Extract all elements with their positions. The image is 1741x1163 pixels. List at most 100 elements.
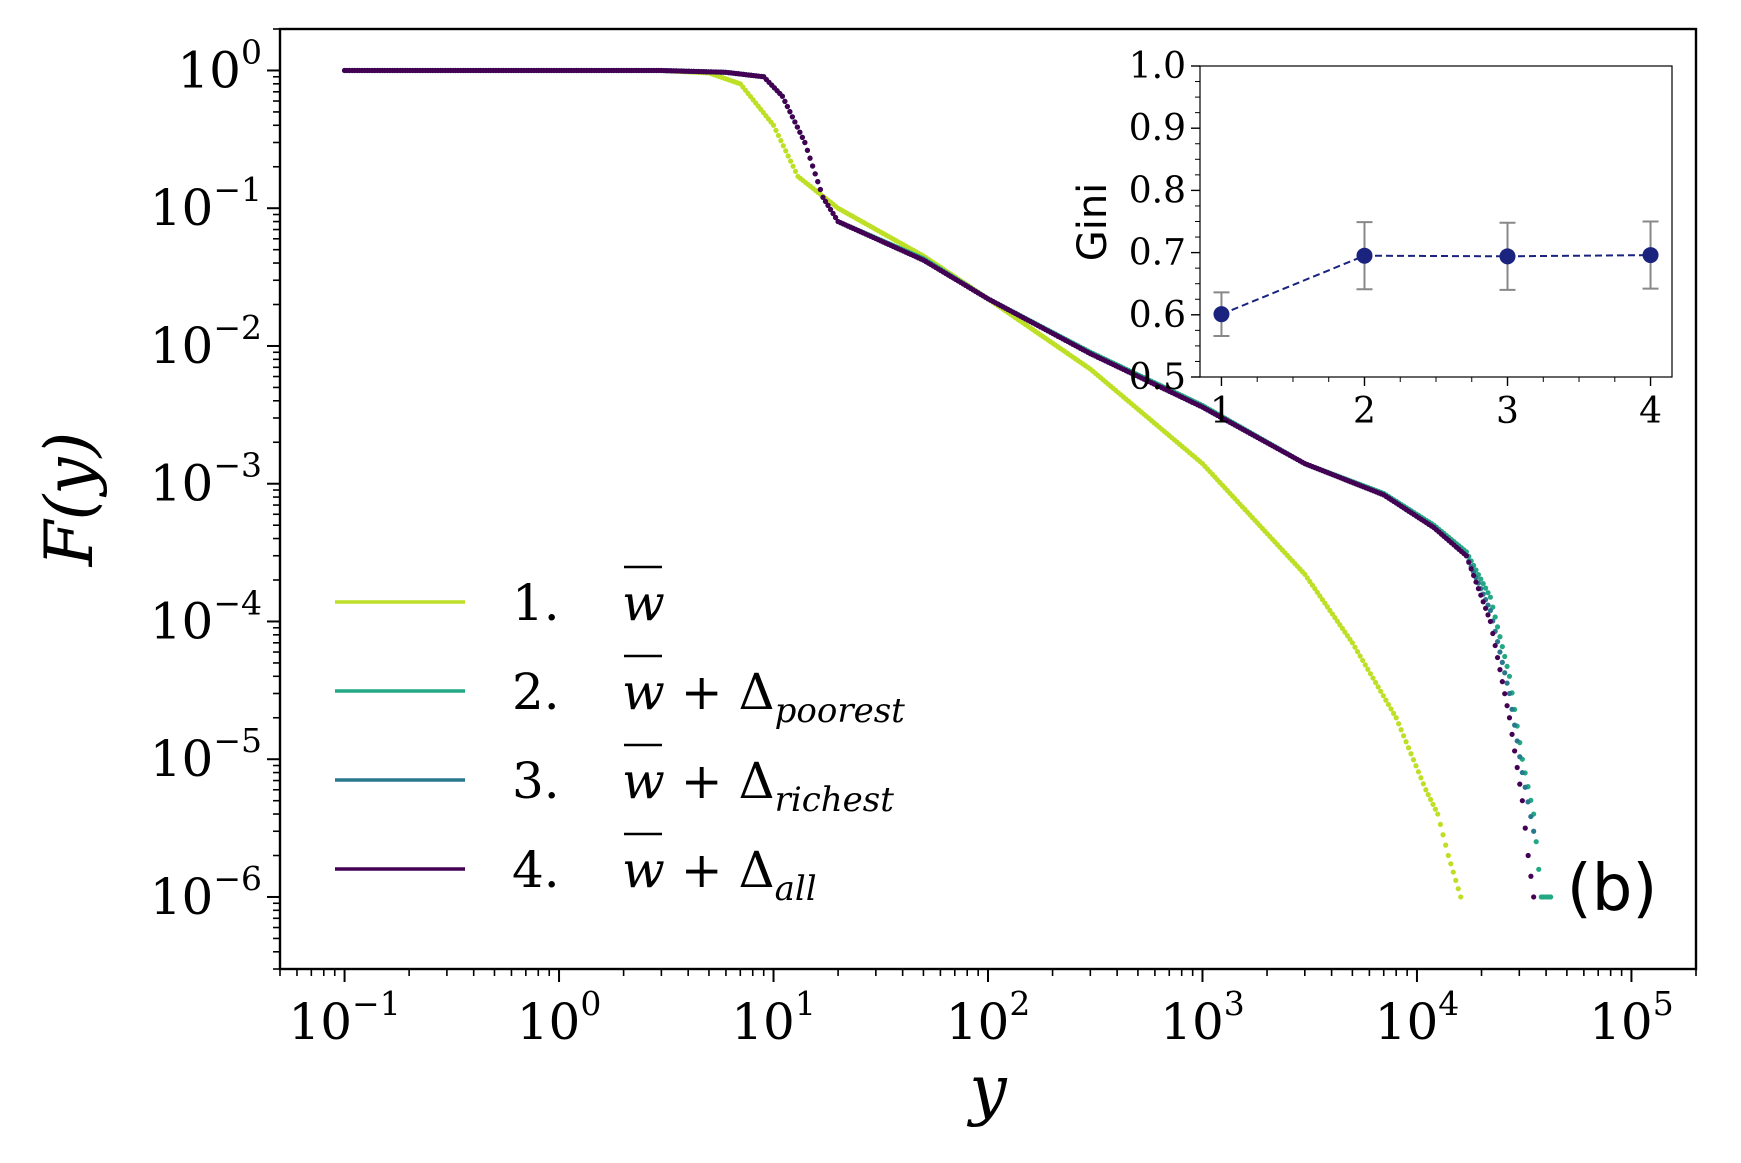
data-point xyxy=(1494,639,1501,645)
inset-data-point xyxy=(1499,248,1516,265)
data-point xyxy=(1352,644,1358,650)
data-point xyxy=(1509,731,1515,737)
data-point xyxy=(780,143,786,149)
y-tick-label: 10−5 xyxy=(150,721,262,788)
data-point xyxy=(1478,592,1484,598)
data-point xyxy=(1473,579,1479,585)
inset-background xyxy=(1199,65,1673,378)
inset-data-point xyxy=(1356,247,1373,264)
data-point xyxy=(807,155,813,161)
x-tick-label: 101 xyxy=(731,984,816,1051)
data-point xyxy=(1466,559,1472,565)
data-point xyxy=(1506,715,1513,721)
data-point xyxy=(1497,634,1503,640)
data-point xyxy=(1525,799,1531,805)
inset-x-ticks: 1 2 3 4 xyxy=(1210,377,1662,432)
data-point xyxy=(1378,688,1384,694)
data-point xyxy=(1470,572,1477,579)
data-point xyxy=(1403,739,1409,745)
data-point xyxy=(1468,566,1474,572)
data-point xyxy=(782,98,788,104)
data-point xyxy=(1388,706,1394,712)
data-point xyxy=(1494,624,1501,630)
data-point xyxy=(810,163,816,169)
data-point xyxy=(1354,649,1361,655)
data-point xyxy=(1385,701,1392,708)
legend-number: 4. xyxy=(512,841,560,899)
y-tick-label: 10−6 xyxy=(150,859,262,926)
data-point xyxy=(1504,663,1510,670)
data-point xyxy=(1367,671,1374,677)
y-tick-label: 100 xyxy=(177,32,262,99)
data-point xyxy=(1370,675,1376,681)
data-point xyxy=(812,171,818,177)
data-point xyxy=(1478,576,1484,582)
data-point xyxy=(1314,589,1320,595)
data-point xyxy=(1302,571,1308,577)
data-point xyxy=(1408,751,1414,757)
legend-number: 2. xyxy=(512,663,560,721)
legend-label: w xyxy=(622,574,665,632)
inset-data-point xyxy=(1213,306,1230,323)
legend: 1. w 2. w + Δpoorest 3. w + Δrichest 4. w + Δal… xyxy=(335,565,905,909)
data-point xyxy=(784,103,790,110)
inset-data xyxy=(1213,220,1659,337)
data-point xyxy=(1522,784,1528,790)
legend-entry-1: 1. w xyxy=(335,565,665,632)
panel-label: (b) xyxy=(1567,852,1658,926)
data-point xyxy=(1490,630,1496,637)
data-point xyxy=(1312,586,1318,592)
data-point xyxy=(1410,757,1417,763)
data-point xyxy=(1528,873,1534,879)
data-point xyxy=(1522,825,1528,831)
inset-y-ticks: 0.5 0.6 0.7 0.8 0.9 1.0 xyxy=(1129,46,1200,398)
data-point xyxy=(1329,611,1335,617)
inset-data-point xyxy=(1642,247,1659,264)
data-point xyxy=(1485,590,1491,596)
data-point xyxy=(1432,806,1438,812)
data-point xyxy=(1487,607,1493,614)
data-point xyxy=(1445,852,1451,859)
data-point xyxy=(775,132,782,139)
data-point xyxy=(792,168,799,174)
data-point xyxy=(1332,614,1338,621)
data-point xyxy=(1519,798,1525,804)
inset-y-tick-label: 0.8 xyxy=(1129,170,1186,211)
data-point xyxy=(797,129,803,135)
data-point xyxy=(1492,642,1498,649)
data-point xyxy=(794,124,800,130)
data-point xyxy=(820,194,826,200)
inset-x-tick-label: 2 xyxy=(1353,391,1376,432)
data-point xyxy=(1430,801,1436,807)
data-point xyxy=(778,138,784,144)
data-point xyxy=(1536,866,1542,872)
data-point xyxy=(779,93,786,99)
data-point xyxy=(1531,828,1537,834)
data-point xyxy=(1517,781,1523,787)
data-point xyxy=(817,186,823,193)
data-point xyxy=(1360,657,1366,664)
data-point xyxy=(1398,727,1404,733)
data-point xyxy=(1514,738,1520,744)
data-point xyxy=(1531,894,1537,900)
data-point xyxy=(1365,666,1371,672)
x-tick-label: 105 xyxy=(1589,984,1674,1051)
y-major-ticks: 100 10−1 10−2 10−3 10−4 10−5 10−6 xyxy=(150,32,280,926)
data-point xyxy=(770,122,777,128)
data-point xyxy=(1533,839,1539,845)
legend-number: 3. xyxy=(512,752,560,810)
legend-entry-4: 4. w + Δall xyxy=(335,832,817,909)
legend-label: w + Δall xyxy=(622,841,817,909)
data-point xyxy=(1499,679,1505,685)
data-point xyxy=(1480,599,1486,605)
data-point xyxy=(825,202,831,208)
y-tick-label: 10−3 xyxy=(150,446,262,513)
data-point xyxy=(1428,796,1434,803)
data-point xyxy=(1475,586,1481,592)
data-point xyxy=(787,109,793,115)
data-point xyxy=(799,134,805,140)
data-point xyxy=(1437,821,1443,828)
series-4 xyxy=(341,67,1537,900)
data-point xyxy=(1342,629,1348,635)
